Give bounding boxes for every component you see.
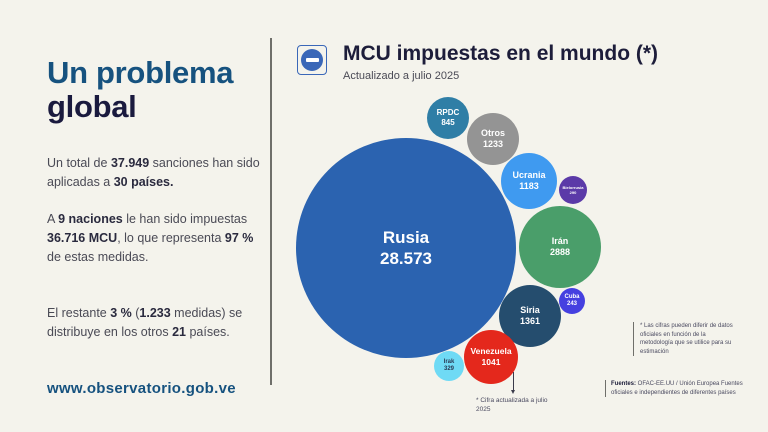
- no-entry-circle: [301, 49, 323, 71]
- bubble-irak: Irak 329: [434, 351, 464, 381]
- arrow-note: * Cifra actualizada a julio 2025: [476, 397, 548, 413]
- remaining-percent: 3 %: [110, 306, 132, 320]
- sources-note: Fuentes: OFAC-EE.UU / Unión Europea Fuen…: [605, 380, 751, 397]
- bubble-rpdc: RPDC 845: [427, 97, 469, 139]
- sources-text: OFAC-EE.UU / Unión Europea Fuentes ofici…: [611, 381, 743, 396]
- bubble-venezuela: Venezuela 1041: [464, 330, 518, 384]
- bubble-ucrania: Ucrania 1183: [501, 153, 557, 209]
- bubble-cuba: Cuba 243: [559, 288, 585, 314]
- bubble-label: Irán: [551, 235, 569, 246]
- total-sanctions: 37.949: [110, 156, 150, 170]
- text: países.: [185, 325, 230, 339]
- bubble-label: Bielorrusia: [562, 185, 584, 190]
- bubble-value: 290: [569, 190, 577, 195]
- text: Un total de: [47, 156, 111, 170]
- total-countries: 30 países.: [113, 175, 174, 189]
- text: le han sido impuestas: [122, 212, 248, 226]
- summary-paragraph-3: El restante 3 % (1.233 medidas) se distr…: [47, 304, 262, 342]
- bubble-value: 845: [441, 118, 455, 127]
- percent-value: 97 %: [224, 231, 254, 245]
- bubble-label: Venezuela: [470, 346, 512, 357]
- bubble-value: 1041: [481, 357, 501, 367]
- bubble-label: Cuba: [564, 293, 580, 300]
- bubble-otros: Otros 1233: [467, 113, 519, 165]
- text: medidas) se distribuye en los otros: [47, 306, 243, 339]
- chart-title: MCU impuestas en el mundo (*): [343, 42, 659, 65]
- bubble-value: 243: [566, 301, 577, 307]
- bubble-value: 1361: [519, 316, 541, 326]
- page-title-line2: global: [47, 89, 137, 124]
- page-title-line1: Un problema: [47, 55, 234, 90]
- text: El restante: [47, 306, 111, 320]
- bubble-bielorrusia: Bielorrusia 290: [559, 176, 587, 204]
- chart-subtitle: Actualizado a julio 2025: [343, 70, 460, 82]
- bubble-label: Otros: [480, 127, 505, 138]
- bubble-value: 28.573: [380, 249, 432, 268]
- no-entry-bar: [305, 58, 319, 62]
- text: (: [131, 306, 140, 320]
- nations-count: 9 naciones: [58, 212, 123, 226]
- remaining-count: 1.233: [139, 306, 171, 320]
- text: de estas medidas.: [47, 250, 149, 264]
- bubble-label: Ucrania: [512, 169, 546, 180]
- bubble-irn: Irán 2888: [519, 206, 601, 288]
- summary-paragraph-1: Un total de 37.949 sanciones han sido ap…: [47, 154, 262, 192]
- bubble-rusia: Rusia 28.573: [296, 138, 516, 358]
- bubble-value: 1183: [519, 181, 539, 191]
- methodology-note: * Las cifras pueden diferir de datos ofi…: [633, 322, 740, 356]
- summary-paragraph-2: A 9 naciones le han sido impuestas 36.71…: [47, 210, 262, 267]
- bubble-label: Rusia: [382, 227, 430, 247]
- text: A: [47, 212, 59, 226]
- divider: [270, 38, 272, 385]
- bubble-label: Irak: [443, 358, 455, 365]
- text: sanciones han sido aplicadas a: [47, 156, 260, 189]
- bubble-value: 1233: [482, 139, 504, 149]
- text: , lo que representa: [117, 231, 225, 245]
- sources-label: Fuentes:: [611, 381, 637, 387]
- bubble-value: 2888: [549, 247, 571, 257]
- bubble-label: RPDC: [436, 108, 460, 117]
- other-countries-count: 21: [172, 325, 186, 339]
- bubble-label: Siria: [520, 304, 540, 315]
- arrow-line: [511, 372, 515, 394]
- no-entry-icon: [297, 45, 327, 75]
- mcu-count: 36.716 MCU: [47, 231, 118, 245]
- website-link[interactable]: www.observatorio.gob.ve: [47, 380, 236, 397]
- bubble-value: 329: [443, 366, 454, 372]
